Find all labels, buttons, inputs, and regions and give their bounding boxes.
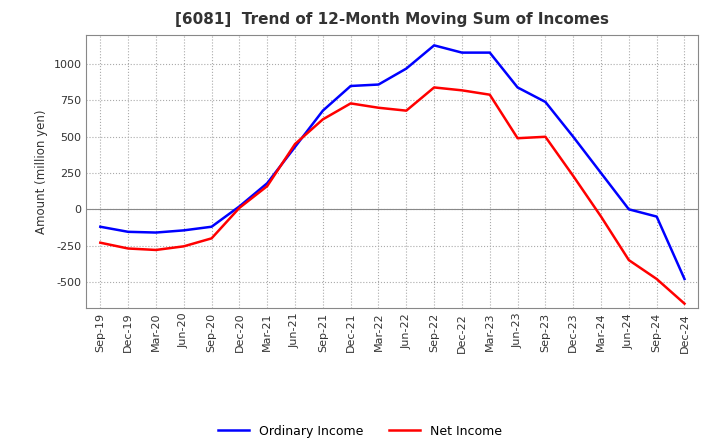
Net Income: [402, 108, 410, 113]
Ordinary Income: [318, 108, 327, 113]
Net Income: [569, 173, 577, 179]
Net Income: [430, 85, 438, 90]
Net Income: [291, 141, 300, 147]
Net Income: [513, 136, 522, 141]
Net Income: [374, 105, 383, 110]
Line: Ordinary Income: Ordinary Income: [100, 45, 685, 279]
Ordinary Income: [374, 82, 383, 87]
Net Income: [207, 236, 216, 241]
Ordinary Income: [291, 144, 300, 150]
Net Income: [263, 183, 271, 189]
Ordinary Income: [569, 134, 577, 139]
Ordinary Income: [152, 230, 161, 235]
Title: [6081]  Trend of 12-Month Moving Sum of Incomes: [6081] Trend of 12-Month Moving Sum of I…: [176, 12, 609, 27]
Ordinary Income: [541, 99, 550, 105]
Net Income: [624, 257, 633, 263]
Net Income: [680, 301, 689, 306]
Ordinary Income: [652, 214, 661, 219]
Net Income: [124, 246, 132, 251]
Net Income: [152, 247, 161, 253]
Ordinary Income: [346, 83, 355, 88]
Net Income: [318, 117, 327, 122]
Line: Net Income: Net Income: [100, 88, 685, 304]
Net Income: [458, 88, 467, 93]
Ordinary Income: [624, 207, 633, 212]
Net Income: [597, 214, 606, 219]
Net Income: [96, 240, 104, 246]
Ordinary Income: [402, 66, 410, 71]
Ordinary Income: [235, 204, 243, 209]
Ordinary Income: [263, 180, 271, 186]
Net Income: [346, 101, 355, 106]
Legend: Ordinary Income, Net Income: Ordinary Income, Net Income: [213, 420, 507, 440]
Ordinary Income: [597, 170, 606, 176]
Ordinary Income: [179, 228, 188, 233]
Ordinary Income: [458, 50, 467, 55]
Ordinary Income: [96, 224, 104, 229]
Ordinary Income: [207, 224, 216, 229]
Net Income: [235, 205, 243, 210]
Net Income: [179, 244, 188, 249]
Net Income: [652, 276, 661, 282]
Ordinary Income: [680, 276, 689, 282]
Net Income: [541, 134, 550, 139]
Ordinary Income: [513, 85, 522, 90]
Y-axis label: Amount (million yen): Amount (million yen): [35, 110, 48, 234]
Ordinary Income: [485, 50, 494, 55]
Net Income: [485, 92, 494, 97]
Ordinary Income: [430, 43, 438, 48]
Ordinary Income: [124, 229, 132, 235]
